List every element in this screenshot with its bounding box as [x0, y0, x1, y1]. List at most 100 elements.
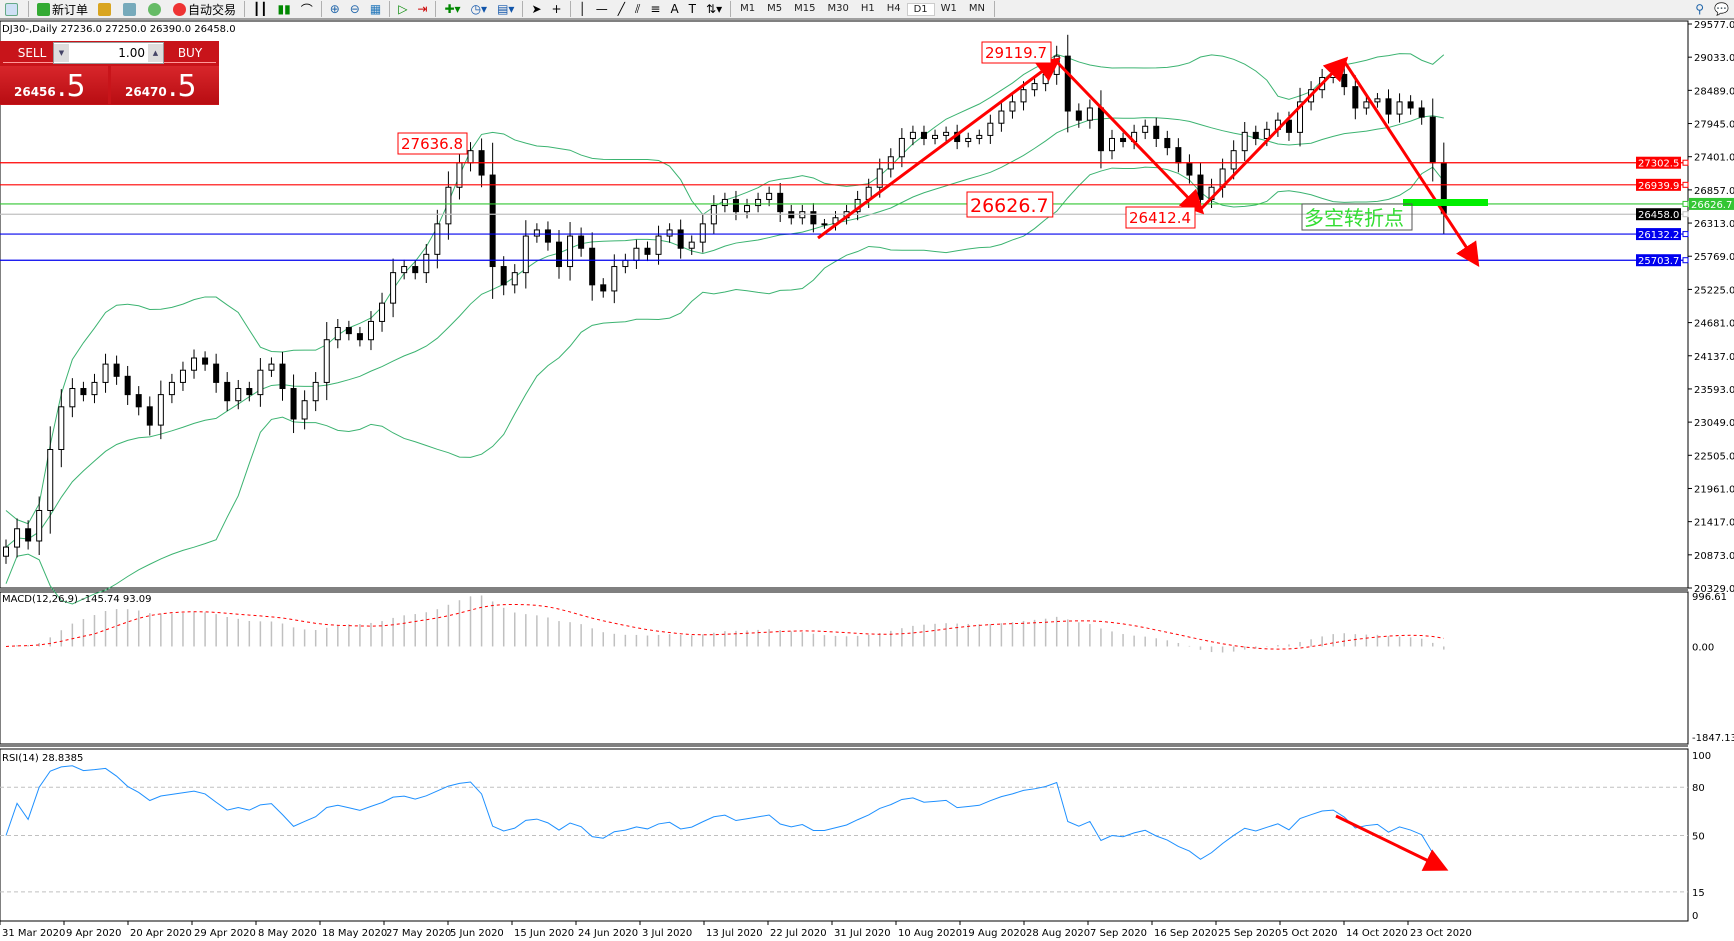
experts-button[interactable] — [93, 0, 118, 18]
timeframe-m15[interactable]: M15 — [794, 2, 816, 14]
timeframe-mn[interactable]: MN — [968, 2, 986, 14]
bull-candle — [1031, 83, 1038, 91]
date-axis-label: 19 Aug 2020 — [962, 928, 1026, 939]
timeframe-h1[interactable]: H1 — [860, 2, 875, 14]
timeframe-h4[interactable]: H4 — [886, 2, 901, 14]
auto-scroll-button[interactable]: ▷ — [398, 2, 408, 16]
bear-candle — [1153, 125, 1160, 139]
timeframe-m1[interactable]: M1 — [740, 2, 756, 14]
chart-shift-button[interactable]: ⇥ — [417, 2, 428, 16]
timeframe-w1[interactable]: W1 — [940, 2, 957, 14]
book-icon — [98, 2, 112, 16]
buy-button[interactable]: BUY — [164, 43, 216, 63]
annotation-26626-box — [966, 191, 1054, 218]
bull-candle — [423, 253, 430, 274]
bear-candle — [1352, 86, 1359, 109]
bear-candle — [1385, 98, 1392, 115]
line-chart-button[interactable]: ⌒ — [300, 2, 313, 17]
bull-candle — [379, 302, 386, 322]
price-axis-label: 25225.0 — [1694, 285, 1734, 296]
annotation-high1-box — [397, 132, 468, 155]
price-label-bg — [1636, 208, 1681, 221]
bear-candle — [124, 375, 131, 396]
bar-chart-button[interactable]: ┃┃ — [253, 2, 268, 16]
lot-size-input[interactable]: 1.00 — [118, 46, 145, 60]
bull-candle — [909, 131, 916, 139]
auto-trade-button[interactable]: 自动交易 — [168, 0, 241, 18]
bull-candle — [611, 266, 618, 292]
annotation-low-box — [1125, 206, 1196, 229]
price-axis-label: 20873.0 — [1694, 551, 1734, 562]
bull-candle — [666, 229, 673, 237]
macd-label: MACD(12,26,9) -145.74 93.09 — [2, 594, 152, 605]
bear-candle — [1197, 174, 1204, 200]
bull-candle — [898, 137, 905, 158]
zoom-out-button[interactable]: ⊖ — [349, 2, 360, 16]
bear-candle — [80, 388, 87, 396]
chat-button[interactable]: 💬 — [1714, 2, 1729, 16]
decrease-lot-button[interactable]: ▼ — [54, 44, 69, 62]
market-button[interactable] — [118, 0, 143, 18]
cursor-button[interactable]: ➤ — [531, 2, 542, 16]
divider — [244, 1, 246, 17]
text-label-button[interactable]: T — [688, 2, 697, 16]
trend-arrow — [1198, 56, 1349, 212]
lot-size-stepper[interactable]: ▼ 1.00 ▲ — [53, 42, 164, 64]
new-order-button[interactable]: 新订单 — [32, 0, 93, 18]
print-preview-button[interactable] — [0, 0, 25, 18]
bull-candle — [301, 400, 308, 420]
bear-candle — [1097, 107, 1104, 152]
bull-candle — [268, 363, 275, 371]
tile-windows-button[interactable]: ▦ — [369, 2, 382, 16]
bull-candle — [1363, 101, 1370, 109]
date-axis-label: 3 Jul 2020 — [642, 928, 692, 939]
rsi-axis-label: 0 — [1692, 911, 1698, 922]
arrows-button[interactable]: ⇅▾ — [706, 2, 723, 16]
templates-button[interactable]: ▤▾ — [497, 2, 515, 16]
price-axis-label: 21417.0 — [1694, 518, 1734, 529]
buy-price-button[interactable]: 26470 .5 — [111, 66, 219, 104]
bull-candle — [567, 235, 574, 268]
indicators-button[interactable]: ✚▾ — [444, 2, 461, 16]
search-button[interactable]: ⚲ — [1695, 2, 1705, 16]
macd-axis-label: 996.61 — [1692, 592, 1727, 603]
fibonacci-button[interactable]: ≡ — [650, 2, 661, 16]
timeframe-m30[interactable]: M30 — [827, 2, 849, 14]
macd-axis-label: -1847.13 — [1692, 733, 1734, 744]
annotation-high2-box — [981, 41, 1052, 64]
candle-chart-button[interactable]: ▮▮ — [277, 2, 291, 16]
channel-button[interactable]: ⫽ — [635, 1, 641, 16]
bull-candle — [876, 168, 883, 188]
periods-button[interactable]: ◷▾ — [470, 2, 488, 16]
crosshair-button[interactable]: + — [551, 2, 562, 16]
increase-lot-button[interactable]: ▲ — [148, 44, 163, 62]
horizontal-line-button[interactable]: — — [595, 2, 608, 16]
auto-trade-label: 自动交易 — [188, 2, 237, 17]
text-button[interactable]: A — [670, 2, 679, 16]
trendline-button[interactable]: ╱ — [617, 2, 626, 16]
price-axis-label: 25769.0 — [1694, 252, 1734, 263]
bear-candle — [500, 266, 507, 286]
price-line-label: 26626.7 — [1691, 200, 1732, 211]
timeframe-m5[interactable]: M5 — [767, 2, 783, 14]
vertical-line-button[interactable]: │ — [578, 2, 586, 16]
date-axis-label: 27 May 2020 — [386, 928, 451, 939]
divider — [435, 1, 437, 17]
sell-price-button[interactable]: 26456 .5 — [0, 66, 108, 104]
bear-candle — [1407, 101, 1414, 109]
signals-button[interactable] — [143, 0, 168, 18]
bollinger-middle-band — [5, 115, 1444, 548]
date-axis-label: 14 Oct 2020 — [1346, 928, 1408, 939]
date-axis-label: 18 May 2020 — [322, 928, 387, 939]
zoom-in-button[interactable]: ⊕ — [329, 2, 340, 16]
divider — [522, 1, 524, 17]
timeframe-d1[interactable]: D1 — [906, 2, 935, 16]
price-axis-label: 29577.0 — [1694, 20, 1734, 31]
bull-candle — [179, 369, 186, 383]
bull-candle — [633, 247, 640, 261]
bear-candle — [1429, 116, 1436, 164]
bull-candle — [1297, 101, 1304, 133]
trend-arrow — [1054, 59, 1205, 215]
sell-button[interactable]: SELL — [3, 43, 61, 63]
